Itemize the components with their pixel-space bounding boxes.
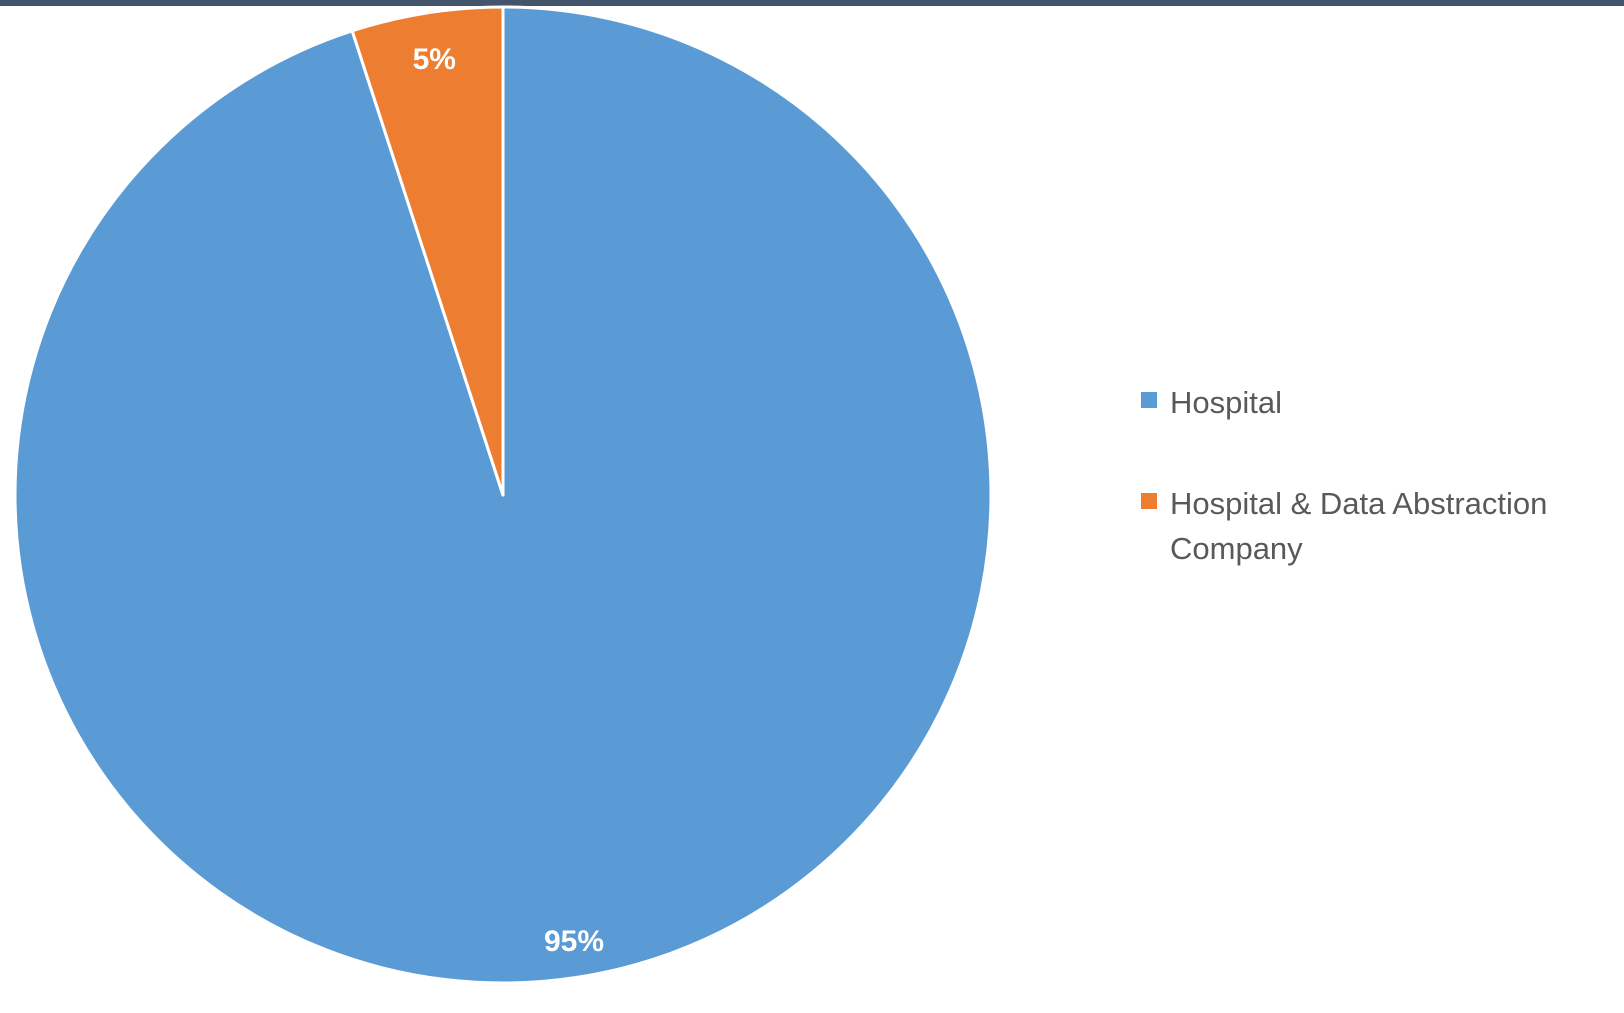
legend: Hospital Hospital & Data Abstraction Com… <box>1141 380 1611 627</box>
data-label-hospital: 95% <box>544 925 604 958</box>
pie-slices <box>13 5 993 985</box>
pie-data-labels: 95% 5% <box>413 43 604 958</box>
legend-item-hospital: Hospital <box>1141 380 1611 425</box>
legend-swatch-hospital-data-abstraction <box>1141 493 1157 509</box>
legend-swatch-hospital <box>1141 392 1157 408</box>
legend-item-hospital-data-abstraction: Hospital & Data Abstraction Company <box>1141 481 1611 571</box>
legend-label-hospital-data-abstraction: Hospital & Data Abstraction Company <box>1170 486 1548 566</box>
pie-slice-hospital-data-abstraction <box>350 5 505 497</box>
top-border <box>0 0 1624 6</box>
data-label-hospital-data-abstraction: 5% <box>413 43 456 76</box>
legend-label-hospital: Hospital <box>1170 385 1282 420</box>
